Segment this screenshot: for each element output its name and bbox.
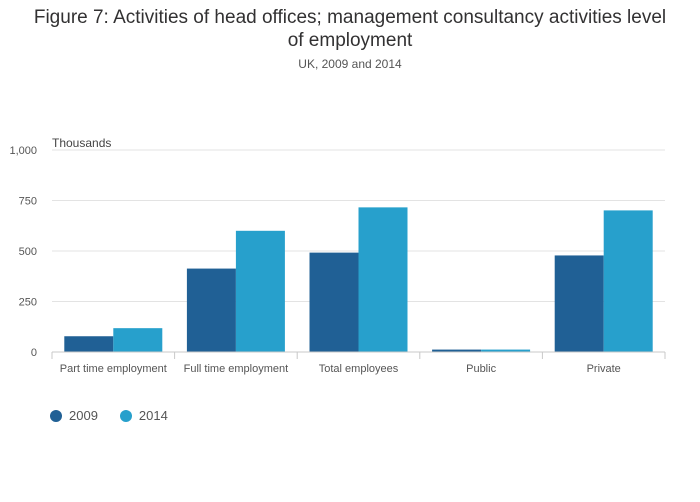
legend-swatch-2009	[50, 409, 62, 422]
chart-title: Figure 7: Activities of head offices; ma…	[0, 6, 700, 52]
legend: 2009 2014	[50, 408, 168, 423]
x-tick-label: Total employees	[319, 363, 399, 375]
bar-2014	[358, 207, 408, 352]
bar-2014	[603, 210, 653, 352]
x-tick-label: Public	[466, 363, 496, 375]
bar-2009	[432, 349, 482, 352]
bar-2014	[113, 328, 163, 352]
bar-2009	[309, 252, 359, 352]
bar-2009	[186, 268, 236, 352]
legend-item-2009[interactable]: 2009	[50, 408, 98, 423]
y-tick-label: 250	[19, 297, 37, 309]
y-tick-label: 750	[19, 196, 37, 208]
y-tick-label: 0	[31, 347, 37, 359]
legend-label-2014: 2014	[138, 408, 168, 423]
y-tick-label: 500	[19, 246, 37, 258]
chart-subtitle: UK, 2009 and 2014	[298, 57, 402, 71]
y-axis-label: Thousands	[52, 136, 111, 150]
legend-item-2014[interactable]: 2014	[119, 408, 168, 423]
bar-2014	[235, 230, 285, 352]
y-tick-label: 1,000	[9, 145, 37, 157]
bar-2009	[554, 255, 604, 352]
bar-2009	[64, 336, 114, 352]
x-tick-label: Private	[587, 363, 621, 375]
legend-label-2009: 2009	[69, 408, 98, 423]
x-tick-label: Full time employment	[184, 363, 289, 375]
chart-title-line-2: of employment	[287, 30, 413, 51]
x-tick-label: Part time employment	[60, 363, 167, 375]
chart-title-line-1: Figure 7: Activities of head offices; ma…	[33, 7, 667, 28]
bar-2014	[481, 349, 531, 352]
legend-swatch-2014	[119, 409, 132, 422]
